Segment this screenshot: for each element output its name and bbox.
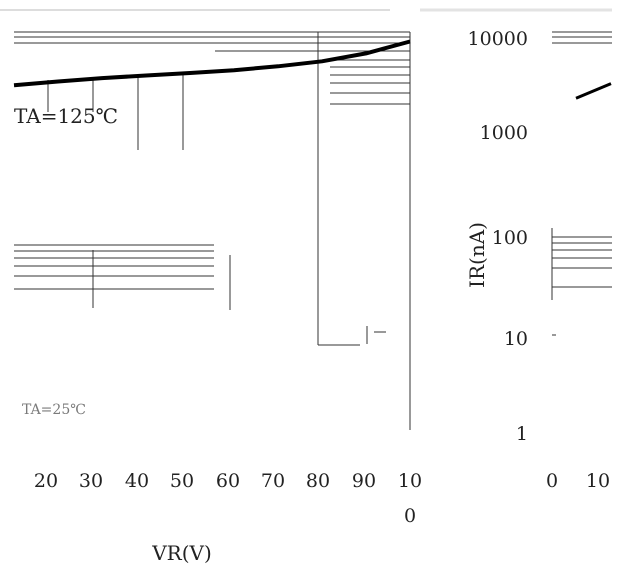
y-tick-label: 1000 xyxy=(480,122,528,144)
x-tick-label: 60 xyxy=(216,470,240,492)
x-tick-label: 50 xyxy=(170,470,194,492)
left-grid-lines xyxy=(14,31,411,430)
y-axis-label: IR(nA) xyxy=(465,222,489,288)
annotation-ta25: TA=25℃ xyxy=(22,402,86,418)
x-tick-label: 90 xyxy=(352,470,376,492)
right-series-line-0 xyxy=(575,82,612,100)
annotation-ta125: TA=125℃ xyxy=(14,104,118,128)
x-tick-label: 80 xyxy=(306,470,330,492)
x-tick-label: 0 xyxy=(404,505,416,527)
right-x-tick-label: 10 xyxy=(586,470,610,492)
x-tick-label: 10 xyxy=(398,470,422,492)
y-tick-label: 100 xyxy=(492,227,528,249)
right-x-tick-layer: 0 10 xyxy=(546,470,610,492)
right-grid-lines xyxy=(551,31,612,336)
x-tick-label: 40 xyxy=(125,470,149,492)
left-x-tick-layer: 20 30 40 50 60 70 80 90 100 xyxy=(34,470,422,527)
y-tick-label: 1 xyxy=(516,423,528,445)
y-tick-label: 10000 xyxy=(468,28,528,50)
x-tick-label: 20 xyxy=(34,470,58,492)
x-tick-label: 30 xyxy=(79,470,103,492)
left-series-layer xyxy=(13,39,411,88)
x-tick-label: 70 xyxy=(261,470,285,492)
left-series-line-0 xyxy=(13,39,411,88)
y-tick-label: 10 xyxy=(504,328,528,350)
x-axis-label: VR(V) xyxy=(151,541,212,565)
right-series-layer xyxy=(575,82,612,100)
right-x-tick-label: 0 xyxy=(546,470,558,492)
right-y-tick-layer: 10000 1000 100 10 1 xyxy=(468,28,528,445)
